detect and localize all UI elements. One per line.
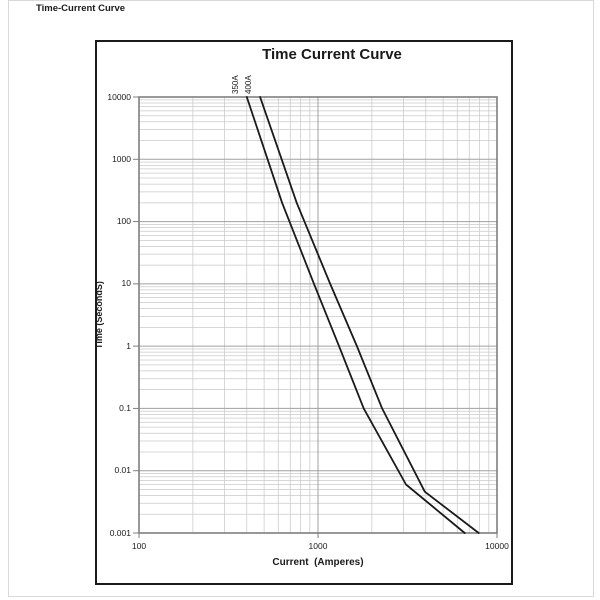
y-tick-label: 1000 [112,153,131,164]
grid-major [139,97,497,533]
curve-label-350A: 350A [230,75,240,94]
curve-label-400A: 400A [244,75,254,94]
y-tick-label: 10000 [107,91,131,102]
y-axis-title: Time (SecondS) [94,281,104,349]
x-tick-label: 100 [131,541,147,551]
chart-box: Time Current Curve 10000 1000 100 10 1 0.1 0.0… [94,40,513,585]
curves [245,96,480,534]
document-header: Time-Current Curve [36,3,126,14]
y-tick-label: 100 [116,216,131,227]
y-tick-label: 0.01 [114,465,131,476]
y-tick-label: 1 [126,340,131,351]
plot-canvas [133,96,498,538]
x-tick-label: 10000 [485,541,509,551]
x-tick-label: 1000 [308,541,328,551]
x-axis-title: Current (Amperes) [272,557,364,568]
y-tick-label: 0.1 [119,402,131,413]
curve-350A [245,96,466,534]
y-tick-label: 0.001 [109,527,131,538]
axis-ticks [133,96,498,538]
y-tick-label: 10 [121,278,131,289]
curve-400A [259,96,480,534]
chart-title: Time Current Curve [262,46,402,63]
